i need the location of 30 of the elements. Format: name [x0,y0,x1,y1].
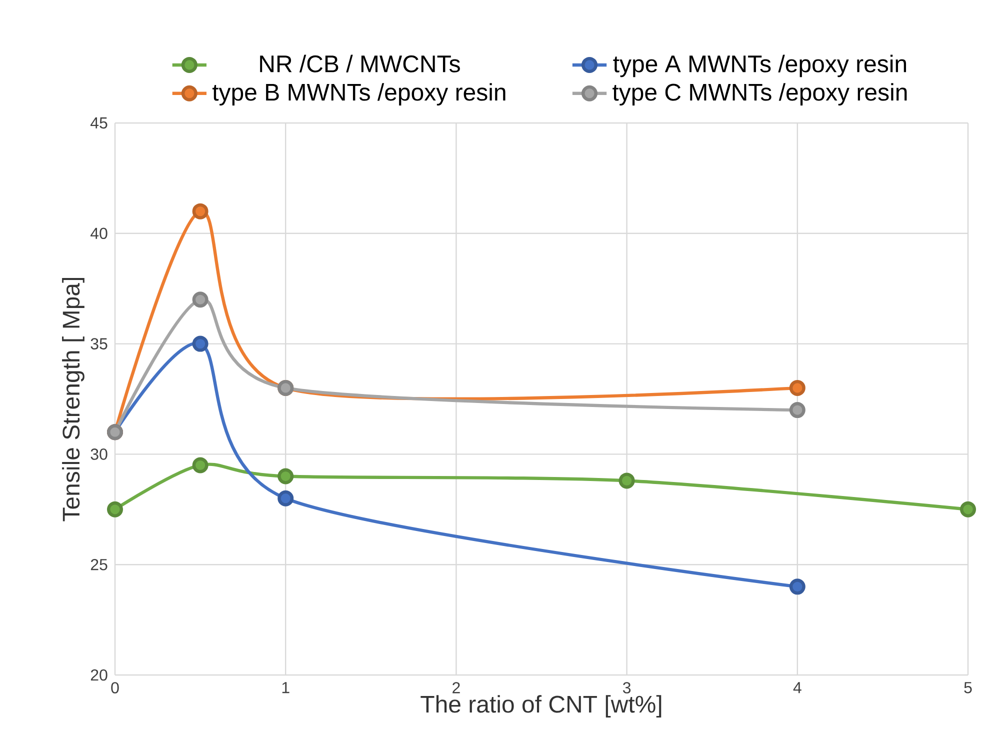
point [789,402,806,418]
point [789,578,806,595]
x-tick-label: 3 [622,682,631,694]
y-tick-label: 35 [90,338,108,350]
y-tick-label: 40 [90,228,108,240]
point [278,468,294,484]
point [789,380,806,396]
point [192,292,208,308]
y-tick-label: 20 [90,669,108,681]
y-tick-label: 45 [90,117,108,129]
x-tick-label: 5 [964,682,972,694]
y-tick-label: 25 [90,558,108,570]
point [192,336,208,352]
y-axis-title: Tensile Strength [ Mpa] [62,278,84,522]
x-tick-label: 1 [282,682,290,694]
legend-label: type B MWNTs /epoxy resin [212,83,506,106]
x-axis-title: The ratio of CNT [wt%] [420,695,662,718]
legend-label: type C MWNTs /epoxy resin [612,83,907,106]
y-tick-label: 30 [90,448,108,460]
point [960,501,976,518]
x-tick-label: 4 [793,682,802,694]
x-tick-label: 2 [452,682,460,694]
x-tick-label: 0 [111,682,119,694]
legend-label: type A MWNTs /epoxy resin [613,54,906,78]
point [107,501,123,518]
point [192,457,208,474]
point [192,203,208,220]
point [618,472,635,489]
point [278,490,294,506]
legend-label: NR /CB / MWCNTs [260,54,460,72]
